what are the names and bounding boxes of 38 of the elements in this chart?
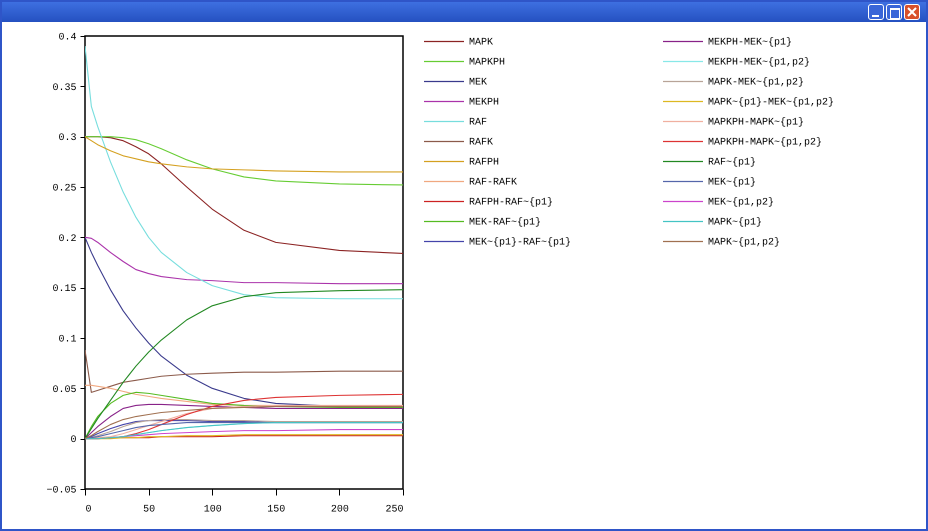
y-tick-label: 0 [70, 435, 76, 446]
legend-label: MAPK~{p1}-MEK~{p1,p2} [708, 96, 834, 108]
legend-label: MAPK~{p1} [708, 216, 762, 228]
x-tick-label: 250 [385, 504, 404, 516]
y-tick-label: 0.25 [52, 184, 76, 194]
legend-label: RAFPH [469, 158, 500, 168]
y-tick-label: 0.35 [52, 82, 76, 94]
legend-label: MAPKPH-MAPK~{p1,p2} [708, 136, 822, 148]
legend-label: MAPK-MEK~{p1,p2} [708, 76, 804, 88]
legend-label: MAPKPH-MAPK~{p1} [708, 116, 804, 128]
legend-label: MEK~{p1}-RAF~{p1} [469, 236, 572, 248]
x-tick-label: 150 [267, 504, 286, 516]
legend-label: MEK~{p1} [708, 176, 756, 188]
legend-label: MAPKPH [469, 58, 506, 68]
legend-label: MEK~{p1,p2} [708, 196, 774, 208]
y-tick-label: 0.3 [58, 133, 76, 144]
x-tick-label: 0 [86, 504, 92, 516]
y-tick-label: 0.4 [58, 32, 76, 44]
legend-label: MEKPH-MEK~{p1} [708, 36, 792, 48]
legend-label: MAPK [469, 38, 494, 48]
legend-label: RAF [469, 118, 488, 128]
legend-label: RAF~{p1} [708, 156, 756, 168]
y-tick-label: 0.2 [58, 234, 76, 245]
x-tick-label: 200 [330, 504, 349, 516]
legend-label: MEKPH-MEK~{p1,p2} [708, 56, 810, 68]
y-tick-label: −0.05 [46, 486, 76, 496]
x-tick-label: 100 [204, 504, 222, 516]
y-tick-label: 0.1 [58, 334, 76, 346]
legend-label: MEK [469, 78, 488, 88]
legend-label: RAFK [469, 138, 494, 148]
y-tick-label: 0.05 [52, 384, 76, 396]
legend-label: MAPK~{p1,p2} [708, 236, 780, 248]
legend-label: MEKPH [469, 98, 500, 108]
legend-label: RAFPH-RAF~{p1} [469, 196, 554, 208]
y-tick-label: 0.15 [52, 284, 76, 296]
x-tick-label: 50 [143, 504, 156, 516]
legend-label: RAF-RAFK [469, 178, 518, 188]
legend-label: MEK-RAF~{p1} [469, 216, 542, 228]
